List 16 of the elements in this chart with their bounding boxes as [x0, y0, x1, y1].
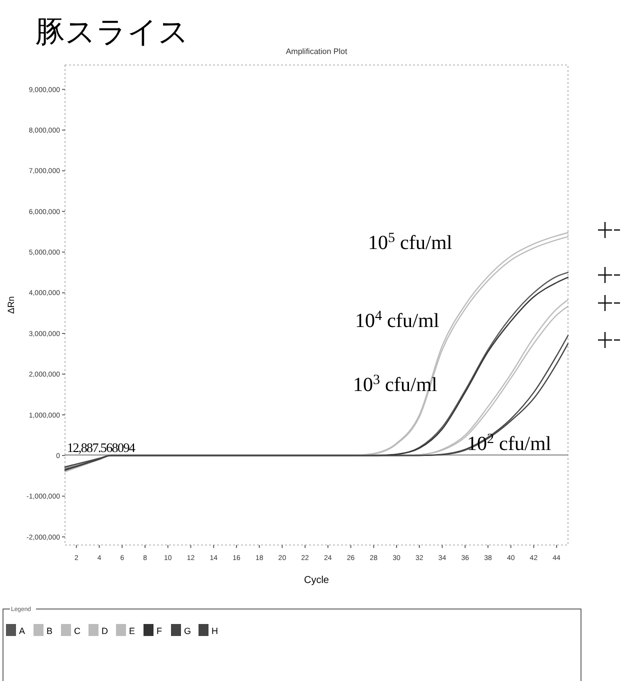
annotation: 10$^{5}$ cfu/ml [368, 230, 453, 254]
chart-title: 豚スライス [35, 16, 189, 49]
legend-label: B [46, 626, 53, 636]
legend-label: C [74, 626, 81, 636]
legend-label: F [156, 626, 162, 636]
ref-line-label: 12,887.568094 [67, 440, 136, 455]
legend-label: D [102, 626, 108, 636]
annotation: 10$^{3}$ cfu/ml [353, 372, 438, 396]
legend-label: E [129, 626, 136, 636]
y-axis-title: ΔRn [6, 296, 16, 314]
chart-subtitle: Amplification Plot [286, 47, 348, 56]
legend-label: H [212, 626, 218, 636]
legend-label: G [184, 626, 192, 636]
annotation: 10$^{4}$ cfu/ml [355, 308, 440, 332]
legend-label: A [19, 626, 26, 636]
x-axis-title: Cycle [304, 575, 330, 586]
